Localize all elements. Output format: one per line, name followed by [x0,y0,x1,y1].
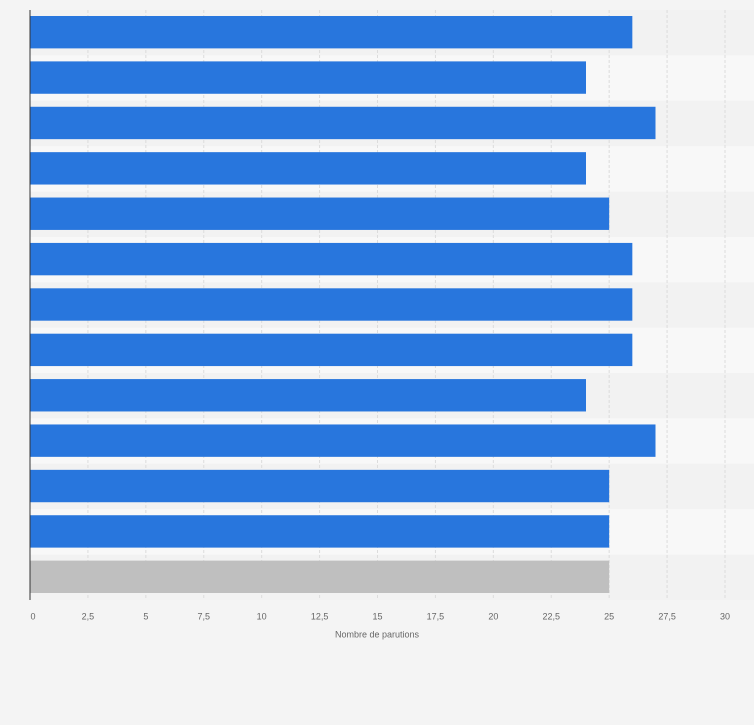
bar [30,333,633,367]
bar [30,242,633,276]
x-tick-label: 10 [257,611,267,621]
bar [30,106,656,140]
bar [30,16,633,49]
x-axis-label: Nombre de parutions [335,629,420,639]
x-tick-label: 30 [720,611,730,621]
bar [30,152,586,185]
x-tick-label: 7,5 [197,611,210,621]
x-tick-label: 22,5 [542,611,560,621]
bar [30,288,633,321]
x-tick-label: 15 [372,611,382,621]
bar [30,197,610,230]
x-tick-label: 25 [604,611,614,621]
bar [30,379,586,412]
x-tick-label: 27,5 [658,611,676,621]
x-tick-label: 0 [30,611,35,621]
x-tick-label: 2,5 [82,611,95,621]
bar [30,515,610,548]
bar [30,469,610,503]
x-tick-label: 20 [488,611,498,621]
x-tick-label: 12,5 [311,611,329,621]
bar [30,61,586,94]
bar [30,424,656,457]
x-tick-label: 5 [143,611,148,621]
x-tick-label: 17,5 [427,611,445,621]
bar [30,560,610,593]
